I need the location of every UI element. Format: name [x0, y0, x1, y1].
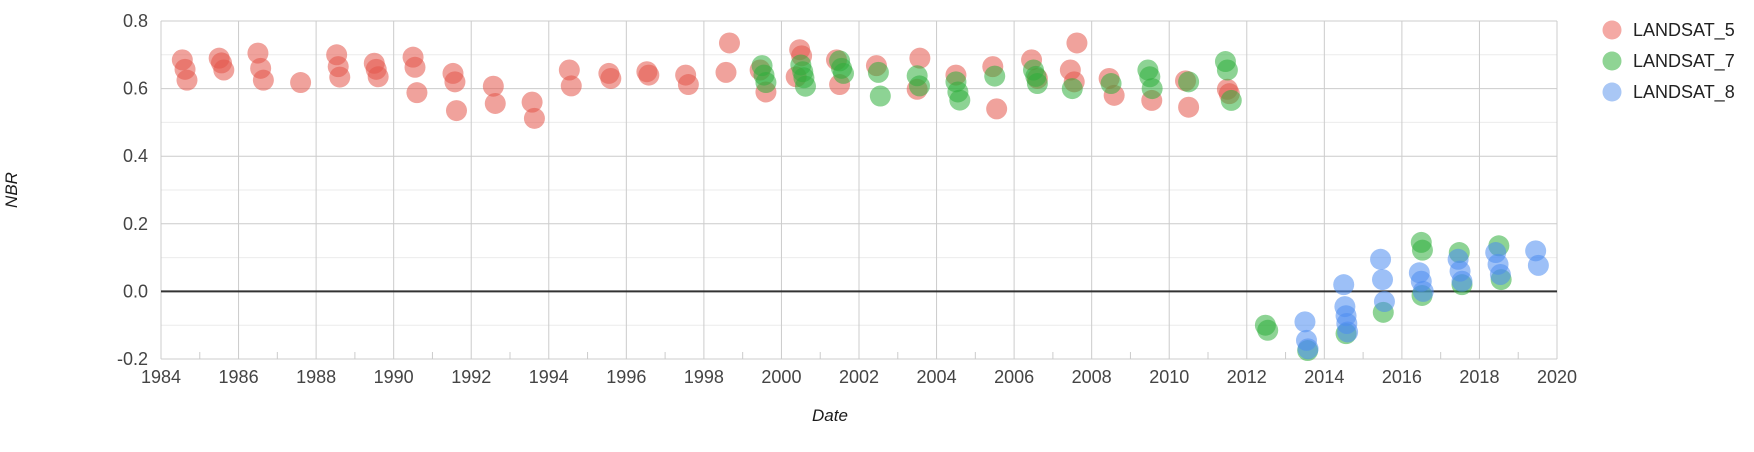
data-point — [984, 65, 1006, 87]
data-point — [1489, 264, 1511, 285]
x-tick-label: 2010 — [1149, 367, 1189, 387]
data-point — [1527, 254, 1549, 276]
data-point — [1411, 239, 1433, 261]
x-tick-label: 2006 — [994, 367, 1034, 387]
series-landsat_8 — [1294, 240, 1549, 360]
data-point — [638, 64, 660, 86]
x-tick-label: 2002 — [839, 367, 879, 387]
data-point — [832, 62, 854, 84]
data-point — [1257, 319, 1279, 341]
x-tick-label: 1990 — [374, 367, 414, 387]
x-tick-label: 1986 — [219, 367, 259, 387]
x-tick-label: 2020 — [1537, 367, 1577, 387]
data-point — [867, 61, 889, 83]
x-tick-label: 2000 — [761, 367, 801, 387]
y-tick-label: -0.2 — [117, 349, 148, 369]
data-point — [523, 107, 545, 129]
data-point — [600, 67, 622, 89]
gridlines-layer — [160, 20, 1558, 360]
data-point — [560, 75, 582, 97]
data-point — [482, 75, 504, 97]
y-tick-label: 0.6 — [123, 79, 148, 99]
data-point — [1100, 73, 1122, 95]
landsat-7-swatch-icon — [1602, 51, 1622, 71]
x-tick-label: 1984 — [141, 367, 181, 387]
data-point — [406, 82, 428, 104]
data-point — [484, 92, 506, 114]
data-point — [1412, 280, 1434, 302]
x-tick-label: 2012 — [1227, 367, 1267, 387]
data-point — [1178, 71, 1200, 93]
data-point — [1451, 270, 1473, 292]
data-point — [1337, 321, 1359, 343]
data-point — [329, 66, 351, 88]
data-point — [715, 61, 737, 83]
x-tick-label: 1988 — [296, 367, 336, 387]
x-tick-label: 2018 — [1459, 367, 1499, 387]
x-tick-label: 1998 — [684, 367, 724, 387]
data-point — [445, 100, 467, 122]
data-point — [290, 72, 312, 94]
data-points-layer — [171, 32, 1549, 362]
data-point — [558, 59, 580, 81]
data-point — [213, 59, 235, 81]
y-tick-label: 0.2 — [123, 214, 148, 234]
x-tick-label: 2016 — [1382, 367, 1422, 387]
data-point — [252, 69, 274, 91]
data-point — [869, 85, 891, 107]
data-point — [1372, 269, 1393, 291]
data-point — [404, 56, 426, 78]
data-point — [949, 89, 971, 111]
x-tick-label: 2014 — [1304, 367, 1344, 387]
data-point — [176, 69, 198, 91]
data-point — [718, 32, 740, 54]
x-tick-label: 2008 — [1072, 367, 1112, 387]
y-tick-label: 0.8 — [123, 11, 148, 31]
data-point — [1178, 96, 1200, 118]
data-point — [1333, 274, 1355, 296]
data-point — [367, 66, 389, 88]
legend: LANDSAT_5 LANDSAT_7 LANDSAT_8 — [1602, 20, 1735, 103]
data-point — [908, 75, 930, 97]
series-landsat_7 — [751, 50, 1512, 362]
data-point — [1297, 338, 1319, 360]
legend-item-landsat-8: LANDSAT_8 — [1602, 82, 1735, 103]
legend-label-landsat-7: LANDSAT_7 — [1633, 51, 1735, 72]
y-axis-title: NBR — [2, 172, 21, 208]
data-point — [1220, 89, 1242, 111]
legend-item-landsat-5: LANDSAT_5 — [1602, 20, 1735, 41]
data-point — [444, 71, 466, 93]
x-tick-label: 1992 — [451, 367, 491, 387]
data-point — [909, 47, 931, 69]
y-tick-label: 0.4 — [123, 146, 148, 166]
data-point — [1141, 78, 1163, 100]
data-point — [1066, 32, 1088, 54]
data-point — [755, 72, 777, 94]
data-point — [1370, 248, 1392, 270]
data-point — [1294, 311, 1316, 333]
x-tick-label: 2004 — [917, 367, 957, 387]
data-point — [521, 91, 543, 113]
landsat-5-swatch-icon — [1602, 20, 1622, 40]
landsat-8-swatch-icon — [1602, 82, 1622, 102]
data-point — [1373, 291, 1395, 313]
x-tick-label: 1996 — [606, 367, 646, 387]
data-point — [1026, 73, 1048, 95]
data-point — [1061, 78, 1083, 100]
x-tick-label: 1994 — [529, 367, 569, 387]
data-point — [1216, 59, 1238, 81]
legend-label-landsat-8: LANDSAT_8 — [1633, 82, 1735, 103]
data-point — [794, 75, 816, 97]
data-point — [986, 98, 1008, 120]
x-axis-title: Date — [812, 406, 848, 425]
series-landsat_5 — [171, 32, 1240, 129]
data-point — [677, 74, 699, 96]
y-tick-label: 0.0 — [123, 281, 148, 301]
legend-item-landsat-7: LANDSAT_7 — [1602, 51, 1735, 72]
legend-label-landsat-5: LANDSAT_5 — [1633, 20, 1735, 41]
